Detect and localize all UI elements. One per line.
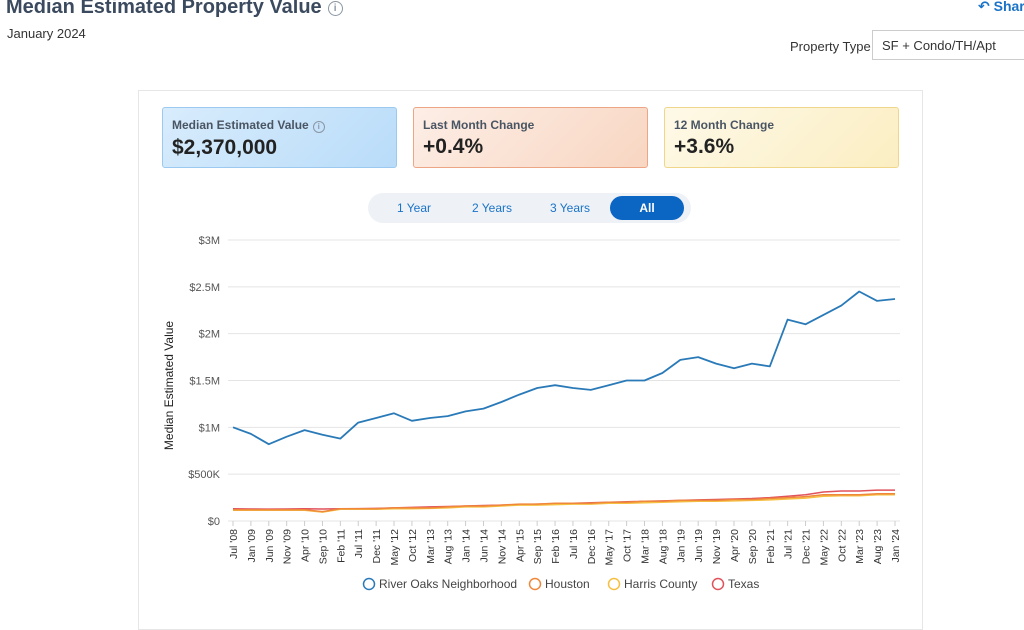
x-tick-label: Mar '18 [640,529,652,564]
series-line [232,489,895,510]
x-tick-label: Feb '21 [765,529,777,564]
series-line [233,493,895,513]
legend-swatch [528,577,542,591]
x-tick-label: Apr '15 [514,529,526,562]
x-tick-label: Nov '19 [711,529,723,564]
x-tick-label: Mar '23 [854,529,866,564]
y-tick-label: $1M [199,422,220,434]
legend-label: Texas [728,577,759,591]
share-link[interactable]: ↶ Share [978,0,1024,15]
x-tick-label: Dec '21 [801,529,813,564]
page: {"header": {"title": "Median Estimated P… [6,0,1024,630]
card-label: Median Estimated Value [172,118,309,132]
x-tick-label: Oct '12 [407,529,419,562]
x-tick-label: May '17 [604,529,616,566]
x-tick-label: Apr '10 [300,529,312,562]
filter-label: Property Type [790,39,871,54]
x-tick-label: Aug '18 [657,529,669,564]
y-tick-label: $2.5M [189,282,220,294]
card-value: $2,370,000 [172,136,278,159]
x-tick-label: Feb '11 [335,529,347,563]
y-tick-label: $3M [199,235,220,247]
x-tick-label: Apr '20 [729,529,741,562]
x-tick-label: Oct '22 [836,529,848,562]
page-title: Median Estimated Property Value i [6,0,343,19]
x-tick-label: Jul '08 [228,529,240,559]
x-tick-label: Aug '23 [872,529,884,564]
stat-card: Median Estimated Value i $2,370,000 [162,107,397,168]
legend-item: Texas [711,577,759,591]
x-tick-label: Jun '09 [264,529,276,563]
x-tick-label: Jun '14 [478,529,490,563]
x-tick-label: Mar '13 [425,529,437,564]
series-line [232,290,896,446]
card-value: +3.6% [674,135,735,158]
x-tick-label: Nov '09 [282,529,294,564]
x-tick-label: Jul '11 [353,529,365,558]
x-tick-label: Jan '14 [461,529,473,563]
info-icon[interactable]: i [312,121,325,133]
legend-label: River Oaks Neighborhood [379,577,517,591]
x-tick-label: Nov '14 [496,529,508,564]
y-tick-label: $0 [208,516,220,528]
x-tick-label: Dec '16 [586,529,598,564]
range-selector: 1 Year 2 Years 3 Years All [368,193,691,223]
x-tick-label: May '12 [389,529,401,566]
y-tick-label: $1.5M [189,376,220,388]
legend-label: Houston [545,577,590,591]
card-label: 12 Month Change [674,118,775,132]
subtitle: January 2024 [7,26,86,41]
x-tick-label: Feb '16 [550,529,562,564]
y-tick-label: $500K [188,469,220,481]
x-tick-label: Jan '19 [675,529,687,563]
x-tick-label: Jan '24 [890,529,902,563]
legend-swatch [711,577,725,591]
stat-card: 12 Month Change +3.6% [664,107,899,168]
card-value: +0.4% [423,135,484,158]
y-tick-label: $2M [199,329,220,341]
legend-item: Harris County [607,577,697,591]
x-tick-label: Jan '09 [246,529,258,563]
property-type-select[interactable]: SF + Condo/TH/Apt [872,30,1024,60]
y-axis-label: Median Estimated Value [162,321,176,451]
x-tick-label: May '22 [818,529,830,566]
x-tick-label: Sep '15 [532,529,544,564]
x-tick-label: Jul '21 [783,529,795,559]
legend-item: Houston [528,577,590,591]
range-button[interactable]: 1 Year [396,201,432,215]
legend-item: River Oaks Neighborhood [362,577,517,591]
legend-swatch [607,577,621,591]
stat-card: Last Month Change +0.4% [413,107,648,168]
x-tick-label: Jun '19 [693,529,705,563]
x-tick-label: Sep '10 [317,529,329,564]
x-tick-label: Jul '16 [568,529,580,559]
card-label: Last Month Change [423,118,535,132]
range-button[interactable]: 3 Years [549,201,591,215]
range-button[interactable]: 2 Years [471,201,513,215]
x-tick-label: Sep '20 [747,529,759,564]
title-text: Median Estimated Property Value [6,0,322,18]
x-tick-label: Dec '11 [371,529,383,564]
info-icon[interactable]: i [327,1,343,16]
legend-swatch [362,577,376,591]
range-button[interactable]: All [610,196,684,220]
legend-label: Harris County [624,577,697,591]
x-tick-label: Oct '17 [622,529,634,562]
chart: $0 $500K $1M $1.5M $2M $2.5M $3M Median Estimat… [162,235,902,591]
x-tick-label: Aug '13 [443,529,455,564]
share-text[interactable]: Share [993,0,1024,14]
